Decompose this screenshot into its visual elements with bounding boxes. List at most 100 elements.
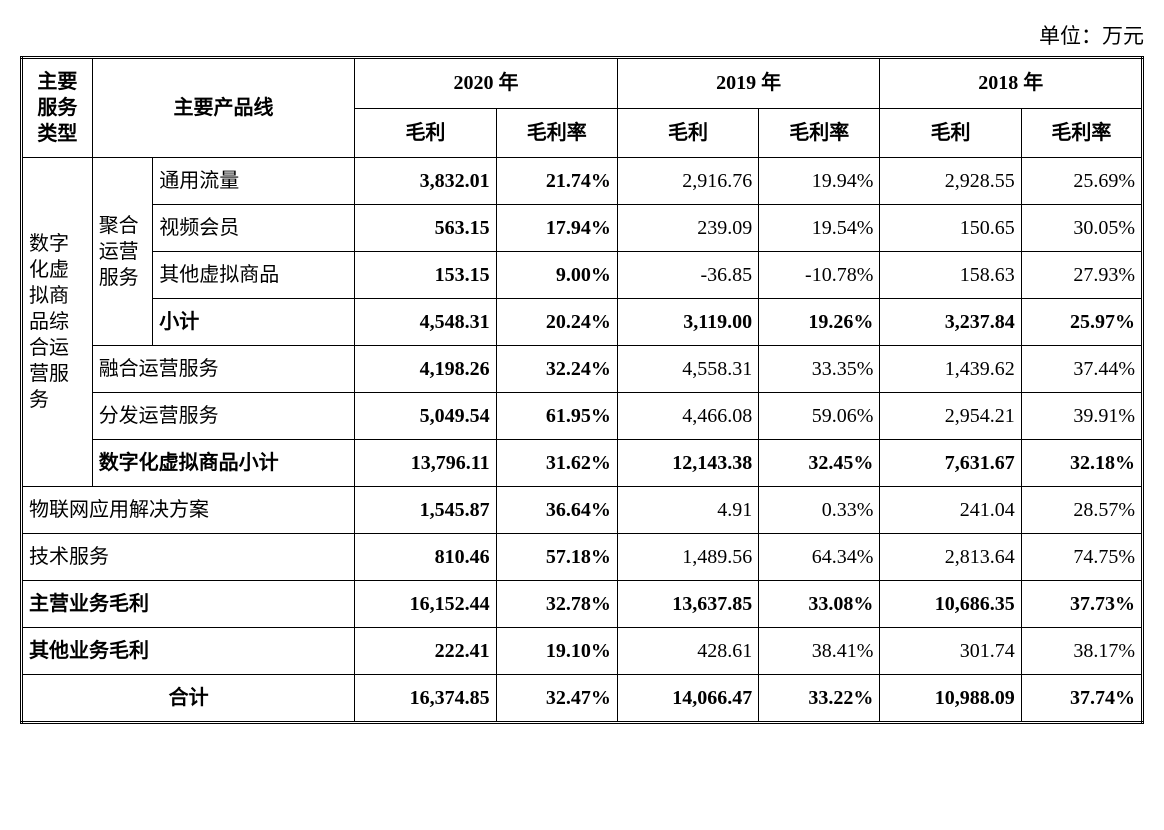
product-label: 其他业务毛利 (22, 628, 355, 675)
header-gp-2018: 毛利 (880, 108, 1021, 157)
cell-gm: 33.08% (759, 581, 880, 628)
cell-gp: 241.04 (880, 487, 1021, 534)
product-label: 视频会员 (153, 205, 355, 252)
cell-gp: 239.09 (617, 205, 758, 252)
unit-label: 单位：万元 (20, 20, 1154, 50)
table-row: 其他业务毛利 222.41 19.10% 428.61 38.41% 301.7… (22, 628, 1143, 675)
cell-gp: 810.46 (355, 534, 496, 581)
cell-gm: 9.00% (496, 252, 617, 299)
cell-gm: 19.26% (759, 299, 880, 346)
cell-gm: 19.10% (496, 628, 617, 675)
gross-profit-table: 主要服务类型 主要产品线 2020 年 2019 年 2018 年 毛利 毛利率… (20, 56, 1144, 724)
cell-gm: 37.74% (1021, 675, 1142, 723)
cell-gm: 32.18% (1021, 440, 1142, 487)
header-year-2020: 2020 年 (355, 58, 618, 109)
cell-gp: 4,558.31 (617, 346, 758, 393)
cell-gm: 37.44% (1021, 346, 1142, 393)
cell-gp: 428.61 (617, 628, 758, 675)
cell-gm: 33.35% (759, 346, 880, 393)
cell-gp: 2,928.55 (880, 158, 1021, 205)
cell-gp: 2,813.64 (880, 534, 1021, 581)
cell-gm: 20.24% (496, 299, 617, 346)
cell-gm: 30.05% (1021, 205, 1142, 252)
table-row: 合计 16,374.85 32.47% 14,066.47 33.22% 10,… (22, 675, 1143, 723)
header-product-line: 主要产品线 (92, 58, 355, 158)
cell-gm: 19.54% (759, 205, 880, 252)
header-gp-2019: 毛利 (617, 108, 758, 157)
service-category-label: 数字化虚拟商品综合运营服务 (22, 158, 93, 487)
cell-gp: 7,631.67 (880, 440, 1021, 487)
cell-gm: 32.45% (759, 440, 880, 487)
cell-gm: 32.78% (496, 581, 617, 628)
product-label: 通用流量 (153, 158, 355, 205)
cell-gp: 1,489.56 (617, 534, 758, 581)
cell-gm: 21.74% (496, 158, 617, 205)
cell-gp: 13,796.11 (355, 440, 496, 487)
product-label: 技术服务 (22, 534, 355, 581)
cell-gm: 0.33% (759, 487, 880, 534)
cell-gp: 4.91 (617, 487, 758, 534)
cell-gp: 3,832.01 (355, 158, 496, 205)
header-gm-2019: 毛利率 (759, 108, 880, 157)
cell-gp: 153.15 (355, 252, 496, 299)
product-label: 其他虚拟商品 (153, 252, 355, 299)
cell-gm: 38.17% (1021, 628, 1142, 675)
table-row: 技术服务 810.46 57.18% 1,489.56 64.34% 2,813… (22, 534, 1143, 581)
cell-gm: 33.22% (759, 675, 880, 723)
product-label: 数字化虚拟商品小计 (92, 440, 355, 487)
cell-gp: 3,119.00 (617, 299, 758, 346)
cell-gm: 31.62% (496, 440, 617, 487)
table-row: 融合运营服务 4,198.26 32.24% 4,558.31 33.35% 1… (22, 346, 1143, 393)
cell-gp: 1,439.62 (880, 346, 1021, 393)
cell-gm: 19.94% (759, 158, 880, 205)
table-row: 主营业务毛利 16,152.44 32.78% 13,637.85 33.08%… (22, 581, 1143, 628)
cell-gm: 38.41% (759, 628, 880, 675)
cell-gm: 39.91% (1021, 393, 1142, 440)
cell-gp: 4,548.31 (355, 299, 496, 346)
cell-gp: 222.41 (355, 628, 496, 675)
cell-gp: 12,143.38 (617, 440, 758, 487)
cell-gm: 25.69% (1021, 158, 1142, 205)
table-row: 数字化虚拟商品综合运营服务 聚合运营服务 通用流量 3,832.01 21.74… (22, 158, 1143, 205)
table-row: 视频会员 563.15 17.94% 239.09 19.54% 150.65 … (22, 205, 1143, 252)
cell-gp: 150.65 (880, 205, 1021, 252)
cell-gm: 32.24% (496, 346, 617, 393)
agg-sub-label: 聚合运营服务 (92, 158, 153, 346)
table-row: 小计 4,548.31 20.24% 3,119.00 19.26% 3,237… (22, 299, 1143, 346)
product-label: 融合运营服务 (92, 346, 355, 393)
cell-gm: -10.78% (759, 252, 880, 299)
cell-gp: 158.63 (880, 252, 1021, 299)
cell-gm: 17.94% (496, 205, 617, 252)
table-row: 其他虚拟商品 153.15 9.00% -36.85 -10.78% 158.6… (22, 252, 1143, 299)
cell-gm: 59.06% (759, 393, 880, 440)
table-row: 分发运营服务 5,049.54 61.95% 4,466.08 59.06% 2… (22, 393, 1143, 440)
cell-gp: 563.15 (355, 205, 496, 252)
cell-gm: 32.47% (496, 675, 617, 723)
header-gp-2020: 毛利 (355, 108, 496, 157)
product-label: 小计 (153, 299, 355, 346)
header-year-2018: 2018 年 (880, 58, 1143, 109)
header-gm-2018: 毛利率 (1021, 108, 1142, 157)
cell-gp: 301.74 (880, 628, 1021, 675)
cell-gm: 37.73% (1021, 581, 1142, 628)
cell-gm: 25.97% (1021, 299, 1142, 346)
cell-gm: 64.34% (759, 534, 880, 581)
cell-gm: 36.64% (496, 487, 617, 534)
cell-gp: 10,686.35 (880, 581, 1021, 628)
cell-gp: 5,049.54 (355, 393, 496, 440)
product-label: 物联网应用解决方案 (22, 487, 355, 534)
cell-gp: 2,954.21 (880, 393, 1021, 440)
table-row: 数字化虚拟商品小计 13,796.11 31.62% 12,143.38 32.… (22, 440, 1143, 487)
cell-gp: 10,988.09 (880, 675, 1021, 723)
cell-gm: 61.95% (496, 393, 617, 440)
header-service-type: 主要服务类型 (22, 58, 93, 158)
cell-gp: 16,152.44 (355, 581, 496, 628)
cell-gp: 14,066.47 (617, 675, 758, 723)
product-label: 分发运营服务 (92, 393, 355, 440)
cell-gm: 27.93% (1021, 252, 1142, 299)
cell-gp: 16,374.85 (355, 675, 496, 723)
cell-gm: 28.57% (1021, 487, 1142, 534)
product-label: 主营业务毛利 (22, 581, 355, 628)
cell-gp: 3,237.84 (880, 299, 1021, 346)
cell-gm: 57.18% (496, 534, 617, 581)
